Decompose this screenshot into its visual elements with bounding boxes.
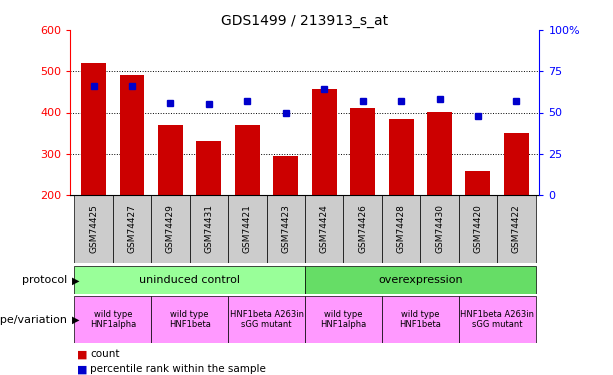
Text: ■: ■	[77, 350, 87, 359]
Bar	[158, 125, 183, 195]
Bar	[459, 195, 497, 262]
Bar	[235, 125, 260, 195]
Bar	[382, 296, 459, 343]
Text: GSM74430: GSM74430	[435, 204, 444, 253]
Bar	[465, 171, 490, 195]
Text: wild type
HNF1alpha: wild type HNF1alpha	[89, 310, 136, 329]
Text: genotype/variation: genotype/variation	[0, 315, 67, 325]
Text: protocol: protocol	[22, 275, 67, 285]
Text: HNF1beta A263in
sGG mutant: HNF1beta A263in sGG mutant	[229, 310, 303, 329]
Text: ▶: ▶	[72, 275, 79, 285]
Bar	[305, 296, 382, 343]
Bar	[421, 195, 459, 262]
Bar	[267, 195, 305, 262]
Bar	[189, 195, 228, 262]
Bar	[350, 108, 375, 195]
Text: ■: ■	[77, 364, 87, 374]
Bar	[382, 195, 421, 262]
Text: GSM74420: GSM74420	[473, 204, 482, 253]
Bar	[74, 266, 305, 294]
Text: GSM74422: GSM74422	[512, 204, 521, 253]
Bar	[113, 195, 151, 262]
Text: wild type
HNF1beta: wild type HNF1beta	[169, 310, 211, 329]
Bar	[389, 118, 414, 195]
Title: GDS1499 / 213913_s_at: GDS1499 / 213913_s_at	[221, 13, 389, 28]
Bar	[228, 296, 305, 343]
Text: GSM74423: GSM74423	[281, 204, 290, 253]
Text: GSM74425: GSM74425	[89, 204, 98, 253]
Bar	[120, 75, 145, 195]
Text: count: count	[90, 350, 120, 359]
Bar	[305, 266, 536, 294]
Bar	[311, 89, 337, 195]
Bar	[504, 133, 529, 195]
Text: wild type
HNF1beta: wild type HNF1beta	[399, 310, 441, 329]
Text: GSM74421: GSM74421	[243, 204, 252, 253]
Bar	[151, 195, 189, 262]
Bar	[343, 195, 382, 262]
Text: ▶: ▶	[72, 315, 79, 325]
Bar	[228, 195, 267, 262]
Text: GSM74429: GSM74429	[166, 204, 175, 253]
Bar	[74, 296, 151, 343]
Bar	[497, 195, 536, 262]
Bar	[273, 156, 299, 195]
Bar	[74, 195, 113, 262]
Text: HNF1beta A263in
sGG mutant: HNF1beta A263in sGG mutant	[460, 310, 534, 329]
Text: wild type
HNF1alpha: wild type HNF1alpha	[320, 310, 367, 329]
Text: GSM74426: GSM74426	[358, 204, 367, 253]
Text: GSM74431: GSM74431	[204, 204, 213, 253]
Bar	[459, 296, 536, 343]
Bar	[305, 195, 343, 262]
Text: percentile rank within the sample: percentile rank within the sample	[90, 364, 266, 374]
Bar	[427, 112, 452, 195]
Text: GSM74427: GSM74427	[128, 204, 137, 253]
Text: overexpression: overexpression	[378, 275, 463, 285]
Text: GSM74428: GSM74428	[397, 204, 406, 253]
Bar	[151, 296, 228, 343]
Text: GSM74424: GSM74424	[320, 204, 329, 253]
Bar	[196, 141, 221, 195]
Bar	[81, 63, 106, 195]
Text: uninduced control: uninduced control	[139, 275, 240, 285]
